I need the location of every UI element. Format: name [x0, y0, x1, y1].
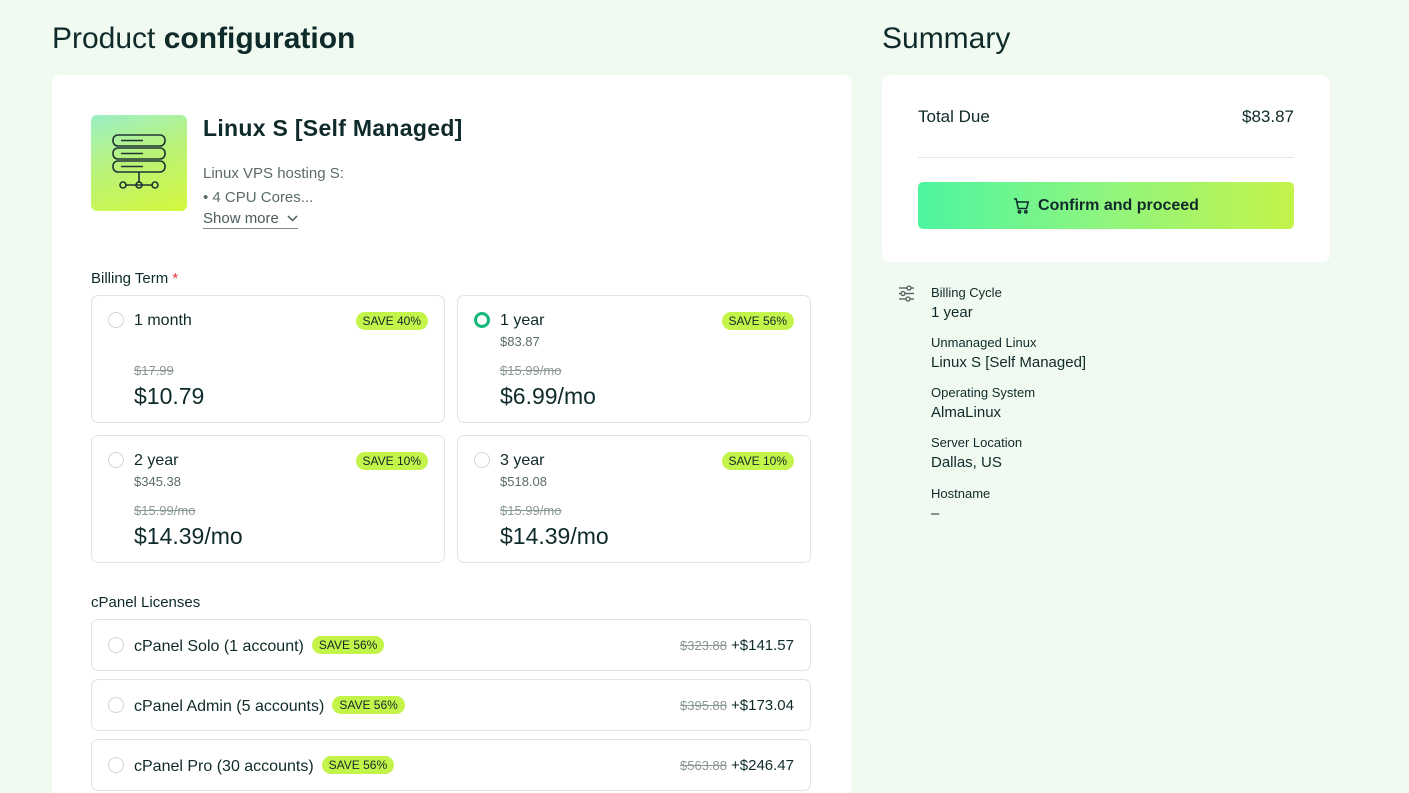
cpanel-option-solo[interactable]: cPanel Solo (1 account) SAVE 56% $323.88 +… [91, 619, 811, 671]
detail-label: Operating System [931, 385, 1036, 400]
product-thumbnail [91, 115, 187, 211]
term-price: $10.79 [134, 383, 205, 409]
old-price: $15.99/mo [500, 503, 562, 518]
old-price: $15.99/mo [134, 503, 196, 518]
cpanel-option-pro[interactable]: cPanel Pro (30 accounts) SAVE 56% $563.88… [91, 739, 811, 791]
confirm-and-proceed-button[interactable]: Confirm and proceed [918, 182, 1294, 229]
cpanel-radio[interactable] [108, 697, 124, 713]
term-option-1-month[interactable]: 1 month SAVE 40% $17.99 $10.79 [91, 295, 445, 423]
cpanel-price: $323.88 +$141.57 [680, 637, 794, 654]
product-configuration-card: Linux S [Self Managed] Linux VPS hosting… [52, 75, 851, 793]
term-total: $518.08 [500, 474, 547, 489]
detail-value: AlmaLinux [931, 404, 1002, 421]
detail-label: Hostname [931, 486, 991, 501]
save-badge: SAVE 40% [355, 312, 428, 330]
billing-term-text: Billing Term [91, 270, 169, 287]
term-total: $83.87 [500, 334, 540, 349]
new-price: +$141.57 [731, 637, 794, 654]
total-due-value: $83.87 [1242, 107, 1294, 126]
new-price: +$246.47 [731, 757, 794, 774]
term-price: $14.39/mo [134, 523, 243, 549]
detail-operating-system: Operating System AlmaLinux [931, 385, 1231, 421]
divider [918, 157, 1294, 158]
term-price: $14.39/mo [500, 523, 609, 549]
server-stack-icon [112, 134, 166, 189]
save-badge: SAVE 56% [321, 756, 395, 774]
cpanel-name-text: cPanel Solo (1 account) [134, 638, 304, 655]
cpanel-option-name: cPanel Pro (30 accounts) SAVE 56% [134, 756, 395, 776]
detail-label: Unmanaged Linux [931, 335, 1037, 350]
cpanel-option-name: cPanel Admin (5 accounts) SAVE 56% [134, 696, 405, 716]
term-label: 1 month [134, 312, 192, 329]
cpanel-option-admin[interactable]: cPanel Admin (5 accounts) SAVE 56% $395.8… [91, 679, 811, 731]
billing-term-label: Billing Term * [91, 270, 178, 287]
term-total: $345.38 [134, 474, 181, 489]
cpanel-price: $395.88 +$173.04 [680, 697, 794, 714]
new-price: +$173.04 [731, 697, 794, 714]
cpanel-radio[interactable] [108, 637, 124, 653]
term-label: 2 year [134, 452, 179, 469]
old-price: $323.88 [680, 638, 728, 653]
detail-billing-cycle: Billing Cycle 1 year [931, 285, 1231, 321]
save-badge: SAVE 10% [721, 452, 794, 470]
cpanel-radio[interactable] [108, 757, 124, 773]
detail-value: – [931, 505, 940, 522]
detail-server-location: Server Location Dallas, US [931, 435, 1231, 471]
sliders-icon [899, 285, 914, 302]
detail-unmanaged-linux: Unmanaged Linux Linux S [Self Managed] [931, 335, 1231, 371]
confirm-label: Confirm and proceed [1038, 196, 1199, 214]
cpanel-option-name: cPanel Solo (1 account) SAVE 56% [134, 636, 385, 656]
save-badge: SAVE 56% [311, 636, 385, 654]
detail-label: Server Location [931, 435, 1023, 450]
term-radio[interactable] [108, 452, 124, 468]
cpanel-price: $563.88 +$246.47 [680, 757, 794, 774]
detail-value: 1 year [931, 304, 973, 321]
product-description: Linux VPS hosting S: • 4 CPU Cores... [203, 162, 344, 210]
cpanel-name-text: cPanel Pro (30 accounts) [134, 758, 314, 775]
page-title: Product configuration [52, 22, 355, 56]
old-price: $563.88 [680, 758, 728, 773]
term-radio-selected[interactable] [474, 312, 490, 328]
chevron-down-icon [287, 215, 298, 222]
total-due-label: Total Due [918, 107, 990, 126]
term-radio[interactable] [108, 312, 124, 328]
detail-label: Billing Cycle [931, 285, 1002, 300]
cpanel-name-text: cPanel Admin (5 accounts) [134, 698, 325, 715]
save-badge: SAVE 56% [721, 312, 794, 330]
product-desc-line: • 4 CPU Cores... [203, 189, 314, 206]
term-price: $6.99/mo [500, 383, 596, 409]
old-price: $395.88 [680, 698, 728, 713]
save-badge: SAVE 56% [332, 696, 405, 714]
required-mark: * [172, 270, 179, 287]
product-desc-line: Linux VPS hosting S: [203, 165, 344, 182]
save-badge: SAVE 10% [355, 452, 428, 470]
cpanel-licenses-label: cPanel Licenses [91, 594, 201, 611]
page-title-bold: configuration [163, 22, 356, 55]
show-more-label: Show more [203, 210, 279, 227]
term-label: 3 year [500, 452, 545, 469]
old-price: $17.99 [134, 363, 174, 378]
detail-value: Dallas, US [931, 454, 1002, 471]
cart-icon [1014, 197, 1030, 214]
page-title-regular: Product [52, 22, 156, 55]
summary-card: Total Due $83.87 Confirm and proceed [882, 75, 1330, 262]
term-option-1-year[interactable]: 1 year $83.87 SAVE 56% $15.99/mo $6.99/m… [457, 295, 811, 423]
term-label: 1 year [500, 312, 545, 329]
product-name: Linux S [Self Managed] [203, 115, 463, 141]
old-price: $15.99/mo [500, 363, 562, 378]
term-option-3-year[interactable]: 3 year $518.08 SAVE 10% $15.99/mo $14.39… [457, 435, 811, 563]
detail-hostname: Hostname – [931, 486, 1231, 522]
detail-value: Linux S [Self Managed] [931, 354, 1087, 371]
term-radio[interactable] [474, 452, 490, 468]
show-more-link[interactable]: Show more [203, 210, 298, 229]
summary-title: Summary [882, 22, 1011, 55]
term-option-2-year[interactable]: 2 year $345.38 SAVE 10% $15.99/mo $14.39… [91, 435, 445, 563]
